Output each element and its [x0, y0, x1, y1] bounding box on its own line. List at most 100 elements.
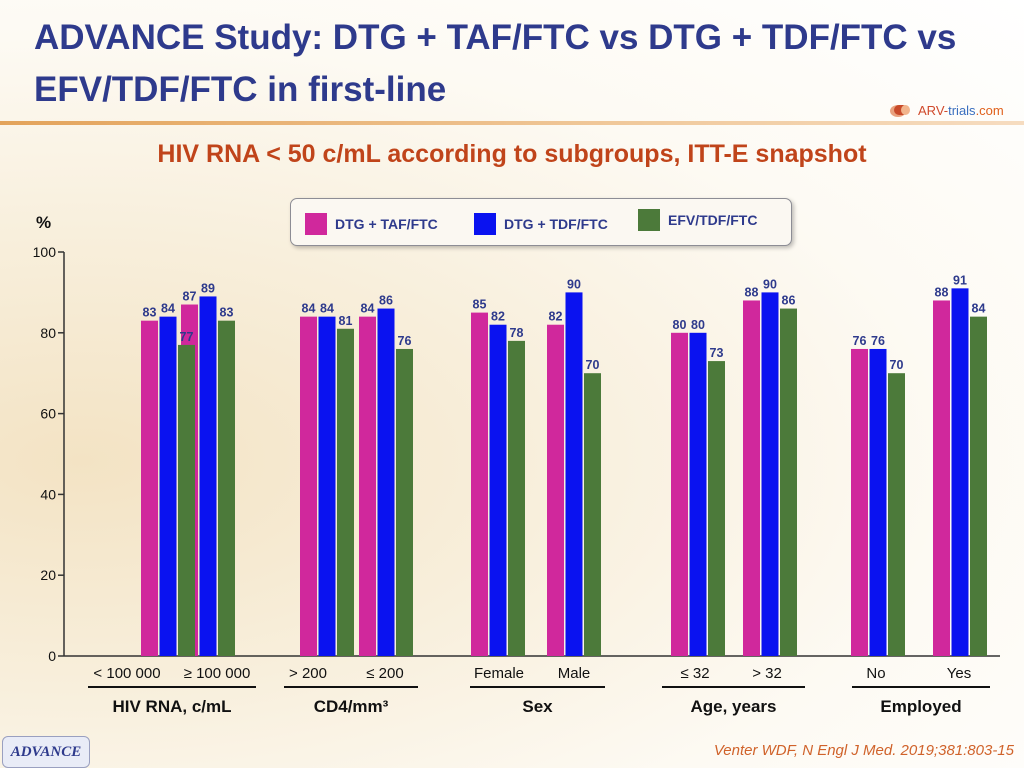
- group-label: CD4/mm³: [314, 697, 389, 716]
- bar-value-label: 89: [201, 281, 215, 295]
- bar: [689, 332, 707, 656]
- bar-value-label: 82: [491, 310, 505, 324]
- bar: [869, 348, 887, 656]
- bar: [337, 328, 354, 656]
- group-label: Sex: [522, 697, 553, 716]
- bar-value-label: 87: [183, 290, 197, 304]
- citation: Venter WDF, N Engl J Med. 2019;381:803-1…: [713, 742, 1014, 759]
- bar-value-label: 88: [935, 285, 949, 299]
- title-divider: [0, 121, 1024, 125]
- study-badge: ADVANCE: [2, 736, 90, 768]
- bar: [199, 296, 217, 656]
- bar: [218, 320, 235, 656]
- bar: [851, 348, 868, 656]
- bar: [584, 373, 601, 656]
- bar: [489, 324, 507, 656]
- bar-value-label: 85: [473, 298, 487, 312]
- bar: [933, 300, 950, 656]
- bar: [508, 340, 525, 656]
- bar-chart: 0 20 40 60 80 100 83 87 84 84 85 82 80 88 76 88 84 89 84 86…: [33, 244, 1000, 716]
- bar: [761, 292, 779, 656]
- group-label: Employed: [880, 697, 961, 716]
- y-tick-label: 60: [40, 406, 56, 422]
- bar-value-label: 90: [763, 277, 777, 291]
- y-tick-label: 40: [40, 486, 56, 502]
- bar-value-label: 90: [567, 277, 581, 291]
- bar-value-label: 70: [586, 358, 600, 372]
- bar-value-label: 76: [398, 334, 412, 348]
- bar-value-label: 84: [972, 302, 986, 316]
- bar-value-label: 80: [691, 318, 705, 332]
- bar: [547, 324, 564, 656]
- bar: [743, 300, 760, 656]
- x-category-label: Yes: [947, 665, 971, 682]
- chart-legend: DTG + TAF/FTC DTG + TDF/FTC EFV/TDF/FTC: [290, 198, 792, 246]
- bar-value-label: 84: [161, 302, 175, 316]
- y-axis-unit-label: %: [36, 213, 52, 232]
- y-tick-label: 80: [40, 325, 56, 341]
- logo-text-com: .com: [975, 102, 1004, 118]
- legend-label-dtg-taf: DTG + TAF/FTC: [335, 216, 438, 232]
- bar-value-label: 83: [143, 306, 157, 320]
- x-category-label: ≤ 32: [680, 665, 709, 682]
- y-tick-label: 0: [48, 648, 56, 664]
- bar: [970, 316, 987, 656]
- arv-trials-logo: ARV-trials.com: [888, 98, 1018, 122]
- x-category-label: No: [866, 665, 885, 682]
- legend-swatch-efv: [638, 209, 660, 231]
- bar: [396, 348, 413, 656]
- legend-swatch-dtg-tdf: [474, 213, 496, 235]
- bar: [780, 308, 797, 656]
- x-category-label: > 200: [289, 665, 327, 682]
- bar: [178, 344, 195, 656]
- bar-value-label: 81: [339, 314, 353, 328]
- y-tick-label: 100: [33, 244, 57, 260]
- bar-value-label: 84: [320, 302, 334, 316]
- bar: [359, 316, 376, 656]
- bar: [300, 316, 317, 656]
- x-category-label: < 100 000: [93, 665, 160, 682]
- bar-value-label: 76: [853, 334, 867, 348]
- x-category-label: Male: [558, 665, 591, 682]
- y-tick-label: 20: [40, 567, 56, 583]
- legend-item-efv: EFV/TDF/FTC: [638, 209, 757, 231]
- x-category-label: Female: [474, 665, 524, 682]
- bar-value-label: 77: [180, 330, 194, 344]
- group-label: HIV RNA, c/mL: [112, 697, 231, 716]
- bar: [951, 288, 969, 656]
- bar: [141, 320, 158, 656]
- bar-value-label: 84: [302, 302, 316, 316]
- bar: [471, 312, 488, 656]
- bar-value-label: 82: [549, 310, 563, 324]
- x-category-label: > 32: [752, 665, 782, 682]
- chart-subtitle: HIV RNA < 50 c/mL according to subgroups…: [157, 140, 867, 168]
- bar-value-label: 91: [953, 273, 967, 287]
- bar-value-label: 86: [379, 294, 393, 308]
- x-category-label: ≤ 200: [366, 665, 403, 682]
- bar-value-label: 73: [710, 346, 724, 360]
- bar-value-label: 86: [782, 294, 796, 308]
- bar-value-label: 76: [871, 334, 885, 348]
- bar-value-label: 84: [361, 302, 375, 316]
- bar: [708, 361, 725, 656]
- bar: [318, 316, 336, 656]
- legend-item-dtg-tdf: DTG + TDF/FTC: [474, 213, 608, 235]
- legend-item-dtg-taf: DTG + TAF/FTC: [305, 213, 438, 235]
- bar: [377, 308, 395, 656]
- x-category-label: ≥ 100 000: [184, 665, 251, 682]
- slide-title: ADVANCE Study: DTG + TAF/FTC vs DTG + TD…: [34, 18, 957, 109]
- bar-value-label: 83: [220, 306, 234, 320]
- legend-swatch-dtg-taf: [305, 213, 327, 235]
- bar-value-label: 80: [673, 318, 687, 332]
- bar: [159, 316, 177, 656]
- logo-text-trials: trials: [948, 102, 976, 118]
- logo-text-arv: ARV-: [918, 102, 949, 118]
- capsule-icon: [890, 105, 910, 117]
- bar: [888, 373, 905, 656]
- legend-label-dtg-tdf: DTG + TDF/FTC: [504, 216, 608, 232]
- legend-label-efv: EFV/TDF/FTC: [668, 212, 758, 228]
- bar-value-label: 78: [510, 326, 524, 340]
- bar: [565, 292, 583, 656]
- group-label: Age, years: [691, 697, 777, 716]
- bar-value-label: 70: [890, 358, 904, 372]
